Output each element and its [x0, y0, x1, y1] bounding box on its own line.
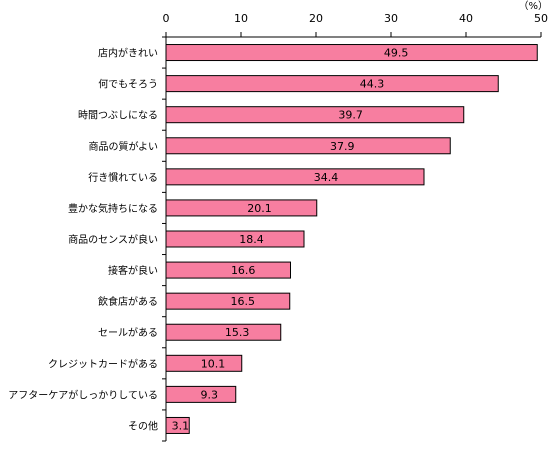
value-label: 9.3: [200, 388, 218, 401]
bar: [165, 385, 237, 403]
category-label: その他: [128, 419, 158, 432]
bar: [165, 416, 190, 434]
x-tick-label: 0: [163, 12, 170, 25]
value-label: 16.6: [231, 264, 256, 277]
value-label: 49.5: [384, 47, 409, 60]
category-label: 何でもそろう: [98, 78, 158, 91]
category-label: 接客が良い: [108, 264, 158, 277]
category-label: アフターケアがしっかりしている: [8, 388, 158, 401]
value-label: 3.1: [172, 419, 190, 432]
value-label: 18.4: [239, 233, 264, 246]
value-label: 16.5: [230, 295, 255, 308]
category-label: クレジットカードがある: [48, 357, 158, 370]
bar: [165, 354, 243, 372]
x-tick-label: 40: [459, 12, 473, 25]
value-label: 20.1: [247, 202, 272, 215]
bar: [165, 106, 465, 124]
category-labels: 店内がきれい何でもそろう時間つぶしになる商品の質がよい行き慣れている豊かな気持ち…: [8, 47, 158, 433]
bar: [165, 137, 451, 155]
unit-label: （%）: [518, 0, 548, 12]
bar: [165, 230, 305, 248]
category-label: 商品の質がよい: [89, 140, 159, 153]
bars: [165, 44, 538, 434]
category-label: 飲食店がある: [98, 295, 158, 308]
bar: [165, 168, 425, 186]
category-label: セールがある: [98, 326, 158, 339]
bar: [165, 75, 499, 93]
axis-layer: [162, 32, 542, 442]
category-label: 商品のセンスが良い: [68, 233, 158, 246]
tick-labels: 0 10 20 30 40 50: [163, 12, 549, 25]
value-label: 34.4: [314, 171, 339, 184]
bar: [165, 199, 318, 217]
bar: [165, 323, 282, 341]
bar: [165, 292, 291, 310]
value-label: 37.9: [330, 140, 355, 153]
category-label: 時間つぶしになる: [78, 110, 158, 122]
value-label: 39.7: [338, 109, 363, 122]
value-label: 44.3: [360, 78, 385, 91]
x-tick-label: 20: [309, 12, 323, 25]
x-tick-label: 50: [534, 12, 548, 25]
value-labels: 49.5 44.3 39.7 37.9 34.4 20.1 18.4 16.6 16.5 15.3…: [172, 47, 409, 433]
value-label: 15.3: [225, 326, 250, 339]
x-tick-label: 10: [234, 12, 248, 25]
bar: [165, 261, 291, 279]
x-tick-label: 30: [384, 12, 398, 25]
category-label: 行き慣れている: [88, 171, 158, 184]
value-label: 10.1: [201, 357, 226, 370]
category-label: 豊かな気持ちになる: [68, 202, 158, 215]
bar: [165, 44, 538, 62]
category-label: 店内がきれい: [98, 47, 158, 60]
